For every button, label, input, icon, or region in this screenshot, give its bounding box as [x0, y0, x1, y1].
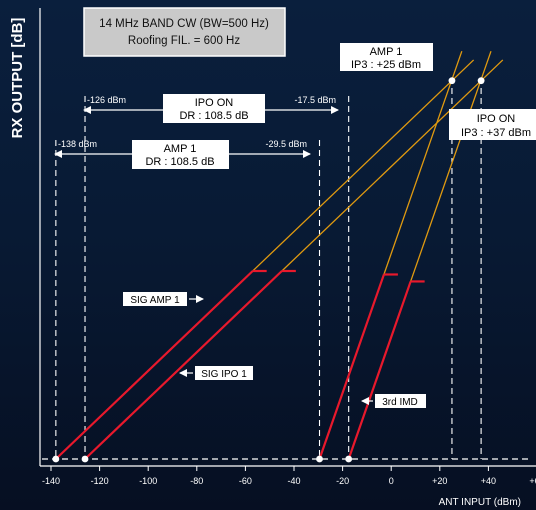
- callout-amp-box: [340, 43, 433, 71]
- callout-ipo-title: IPO ON: [477, 113, 516, 125]
- extrapolation-line: [281, 59, 504, 272]
- extrapolation-line: [252, 59, 475, 272]
- series-line: [84, 270, 283, 460]
- x-tick-label: -140: [42, 476, 60, 486]
- info-box: [83, 7, 286, 57]
- intercept-dot: [81, 455, 89, 463]
- info-box-line-2: Roofing FIL. = 600 Hz: [128, 35, 240, 47]
- dr-ipo-value: DR : 108.5 dB: [179, 110, 248, 122]
- x-tick-label: +40: [481, 476, 496, 486]
- callout-ipo-value: IP3 : +37 dBm: [461, 127, 531, 139]
- extrapolation-line: [383, 50, 463, 275]
- dr-ipo-low-label: -126 dBm: [87, 95, 126, 105]
- label-sig-ipo-box: [195, 366, 253, 380]
- x-tick-label: +60: [529, 476, 536, 486]
- dr-ipo-box: [163, 94, 265, 123]
- intercept-dot: [52, 455, 60, 463]
- x-tick-label: -100: [139, 476, 157, 486]
- y-axis-title: RX OUTPUT [dB]: [9, 18, 26, 139]
- dr-ipo-high-label: -17.5 dBm: [294, 95, 336, 105]
- label-sig-ipo: SIG IPO 1: [201, 369, 247, 380]
- series-lines: [55, 269, 425, 460]
- x-tick-label: -120: [91, 476, 109, 486]
- intercept-dot: [345, 455, 353, 463]
- x-tick-label: -80: [190, 476, 203, 486]
- dr-amp-value: DR : 108.5 dB: [145, 156, 214, 168]
- series-line: [318, 274, 385, 460]
- intercept-dots: [52, 77, 485, 463]
- dynamic-range-brackets: IPO ON DR : 108.5 dB AMP 1 DR : 108.5 dB…: [54, 94, 339, 169]
- dr-amp-high-label: -29.5 dBm: [265, 139, 307, 149]
- x-tick-label: -20: [336, 476, 349, 486]
- dr-ipo-title: IPO ON: [195, 97, 234, 109]
- callout-amp-title: AMP 1: [370, 46, 403, 58]
- callout-amp-value: IP3 : +25 dBm: [351, 59, 421, 71]
- x-tick-label: +20: [432, 476, 447, 486]
- x-tick-label: 0: [389, 476, 394, 486]
- label-imd: 3rd IMD: [382, 397, 418, 408]
- extrapolation-lines: [252, 50, 504, 282]
- series-line: [347, 281, 412, 460]
- info-box-line-1: 14 MHz BAND CW (BW=500 Hz): [99, 18, 269, 30]
- dr-amp-low-label: -138 dBm: [58, 139, 97, 149]
- intercept-dot: [316, 455, 323, 463]
- x-ticks: -140 -120 -100 -80 -60 -40 -20 0 +20 +40 +60: [42, 466, 536, 486]
- extrapolation-line: [410, 50, 492, 282]
- label-sig-amp: SIG AMP 1: [130, 295, 180, 306]
- intercept-dot: [477, 77, 485, 85]
- dr-amp-box: [132, 140, 229, 169]
- dr-amp-title: AMP 1: [164, 143, 197, 155]
- x-axis-title: ANT INPUT (dBm): [439, 497, 521, 508]
- label-sig-amp-box: [123, 292, 187, 306]
- intercept-dot: [448, 77, 456, 85]
- series-line: [55, 270, 254, 460]
- label-imd-box: [375, 394, 426, 408]
- callout-ipo-box: [449, 109, 536, 140]
- x-tick-label: -40: [287, 476, 300, 486]
- x-tick-label: -60: [239, 476, 252, 486]
